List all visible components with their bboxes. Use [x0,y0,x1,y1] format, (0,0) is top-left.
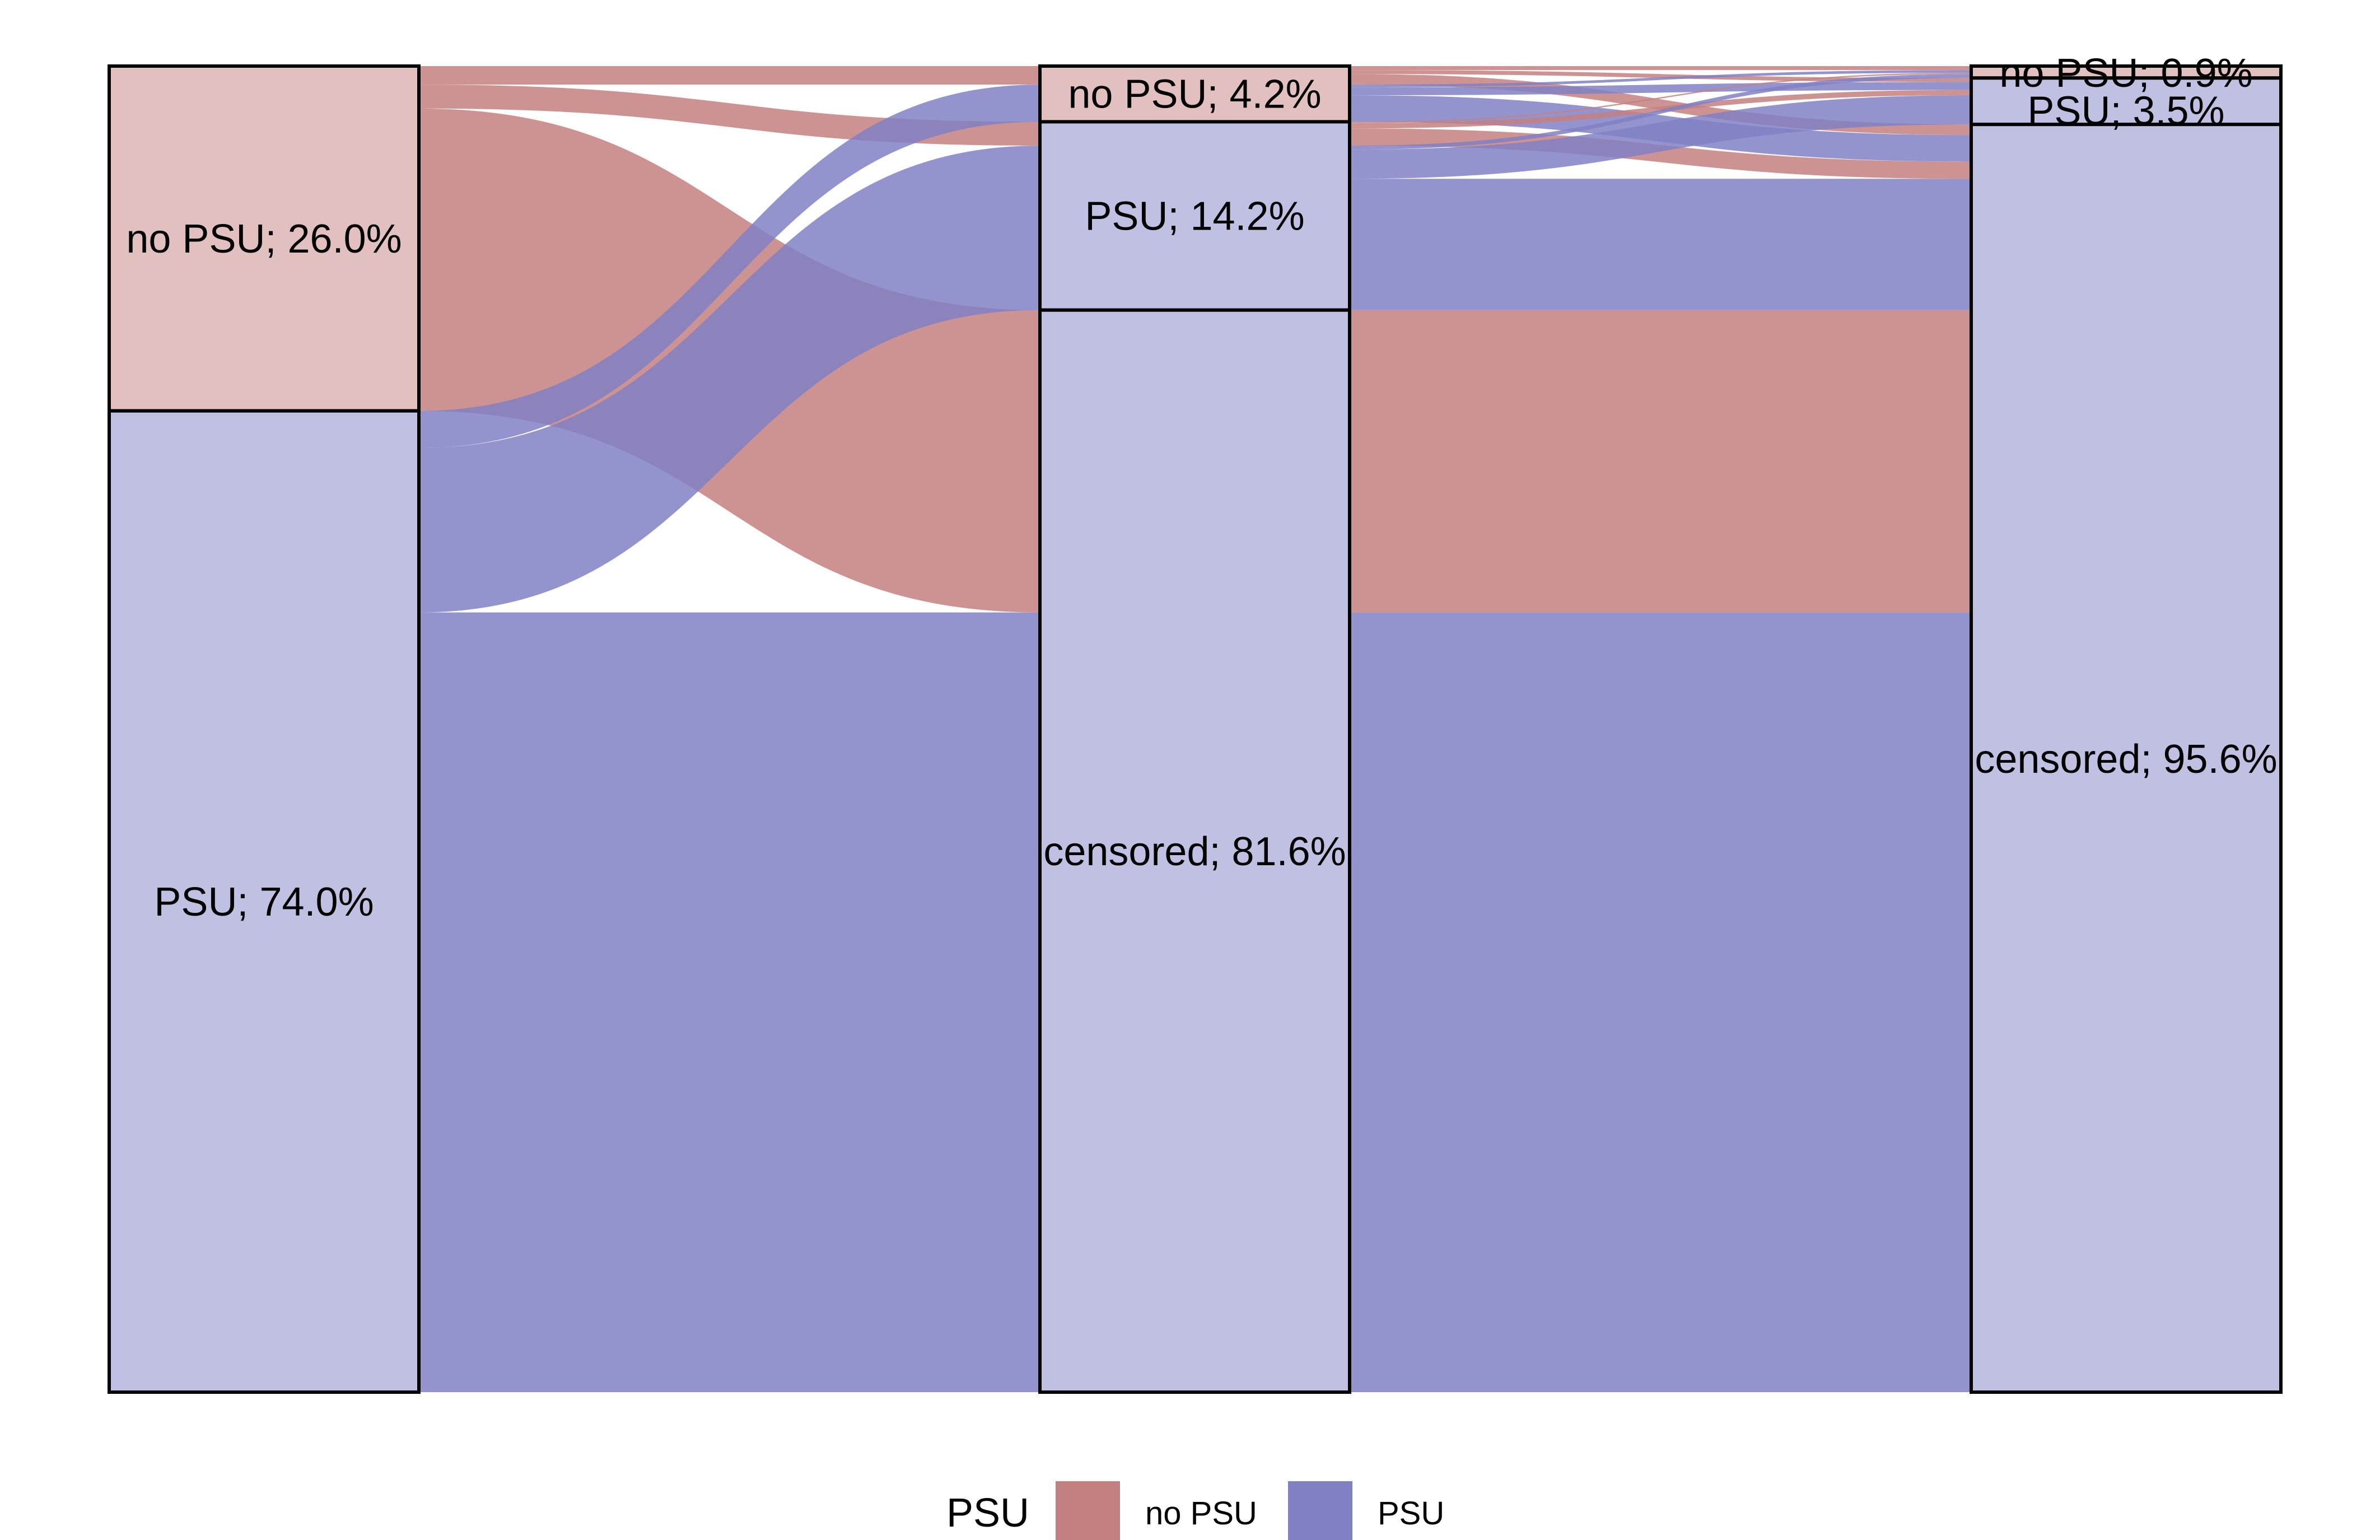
flow-s1-psu-to-s2-nopsu-psu [1350,74,1971,150]
legend: PSU no PSU PSU [946,1481,1444,1540]
legend-label-no-psu: no PSU [1145,1495,1257,1532]
node-label-s1-psu: PSU; 14.2% [1085,194,1304,239]
flow-s1-censored-to-s2-censored-no-psu [1350,310,1971,613]
flow-s0-nopsu-to-s1-nopsu-no-psu [419,66,1040,85]
flow-s1-nopsu-to-s2-nopsu-psu [1350,70,1971,87]
flow-s0-psu-to-s1-psu-psu [419,146,1040,613]
legend-title: PSU [946,1491,1029,1536]
flow-s1-censored-to-s2-censored-psu [1350,612,1971,1392]
legend-label-psu: PSU [1378,1495,1444,1532]
node-label-s2-censored: censored; 95.6% [1975,737,2277,782]
node-label-s0-nopsu: no PSU; 26.0% [126,217,402,262]
legend-entry-psu: PSU [1288,1481,1444,1540]
flow-s1-psu-to-s2-censored-psu [1350,179,1971,310]
node-label-s2-psu: PSU; 3.5% [2027,88,2224,133]
node-s2-censored [1970,123,2283,1394]
node-label-s2-nopsu: no PSU; 0.9% [1999,51,2252,96]
legend-entries: no PSU PSU [1056,1481,1444,1540]
flow-s1-psu-to-s2-nopsu-no-psu [1350,72,1971,123]
flow-s1-nopsu-to-s2-nopsu-no-psu [1350,66,1971,71]
flow-s0-psu-to-s1-nopsu-psu [419,85,1040,448]
flows-layer [419,66,1971,1392]
legend-swatch-no-psu [1056,1481,1120,1540]
flow-s1-psu-to-s2-psu-no-psu [1350,90,1971,129]
node-s0-psu [108,409,421,1394]
flow-s0-psu-to-s1-censored-psu [419,612,1040,1392]
legend-swatch-psu [1288,1481,1352,1540]
node-label-s1-nopsu: no PSU; 4.2% [1068,72,1321,117]
node-s1-censored [1038,308,1351,1394]
node-s0-nopsu [108,64,421,413]
flow-s1-psu-to-s2-psu-psu [1350,95,1971,179]
node-label-s0-psu: PSU; 74.0% [154,880,374,925]
legend-entry-no-psu: no PSU [1056,1481,1257,1540]
node-label-s1-censored: censored; 81.6% [1043,829,1346,874]
labels-layer: no PSU; 26.0% PSU; 74.0% no PSU; 4.2% PSU; … [126,51,2277,925]
nodes-layer [108,64,2283,1394]
